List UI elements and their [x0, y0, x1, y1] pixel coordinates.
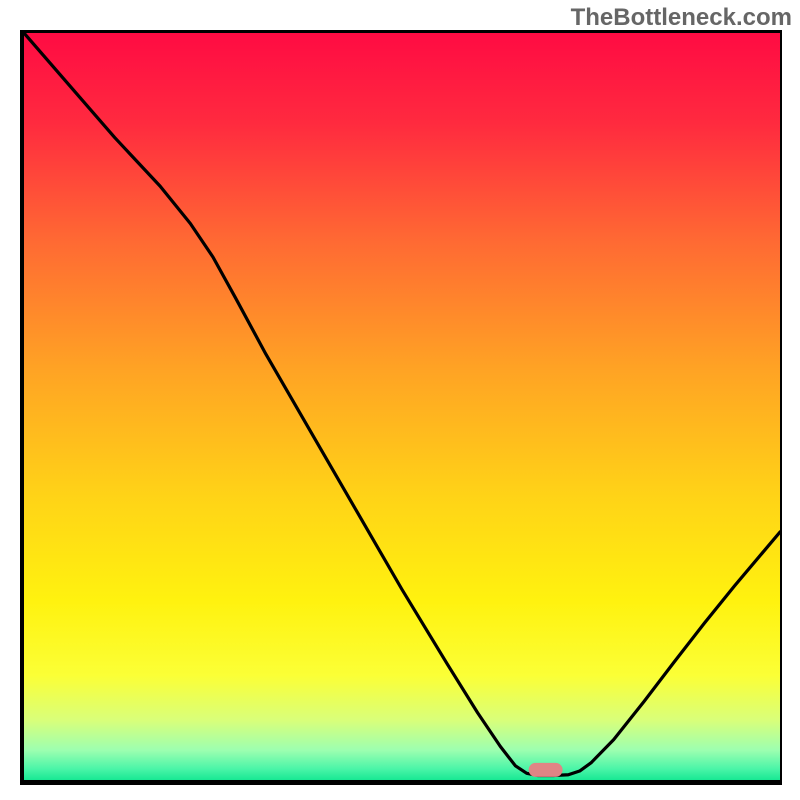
- curve-layer: [24, 33, 780, 780]
- chart-container: TheBottleneck.com: [0, 0, 800, 800]
- plot-frame: [20, 30, 782, 785]
- watermark-text: TheBottleneck.com: [571, 4, 792, 32]
- optimal-marker: [528, 763, 563, 777]
- bottleneck-curve: [24, 33, 780, 776]
